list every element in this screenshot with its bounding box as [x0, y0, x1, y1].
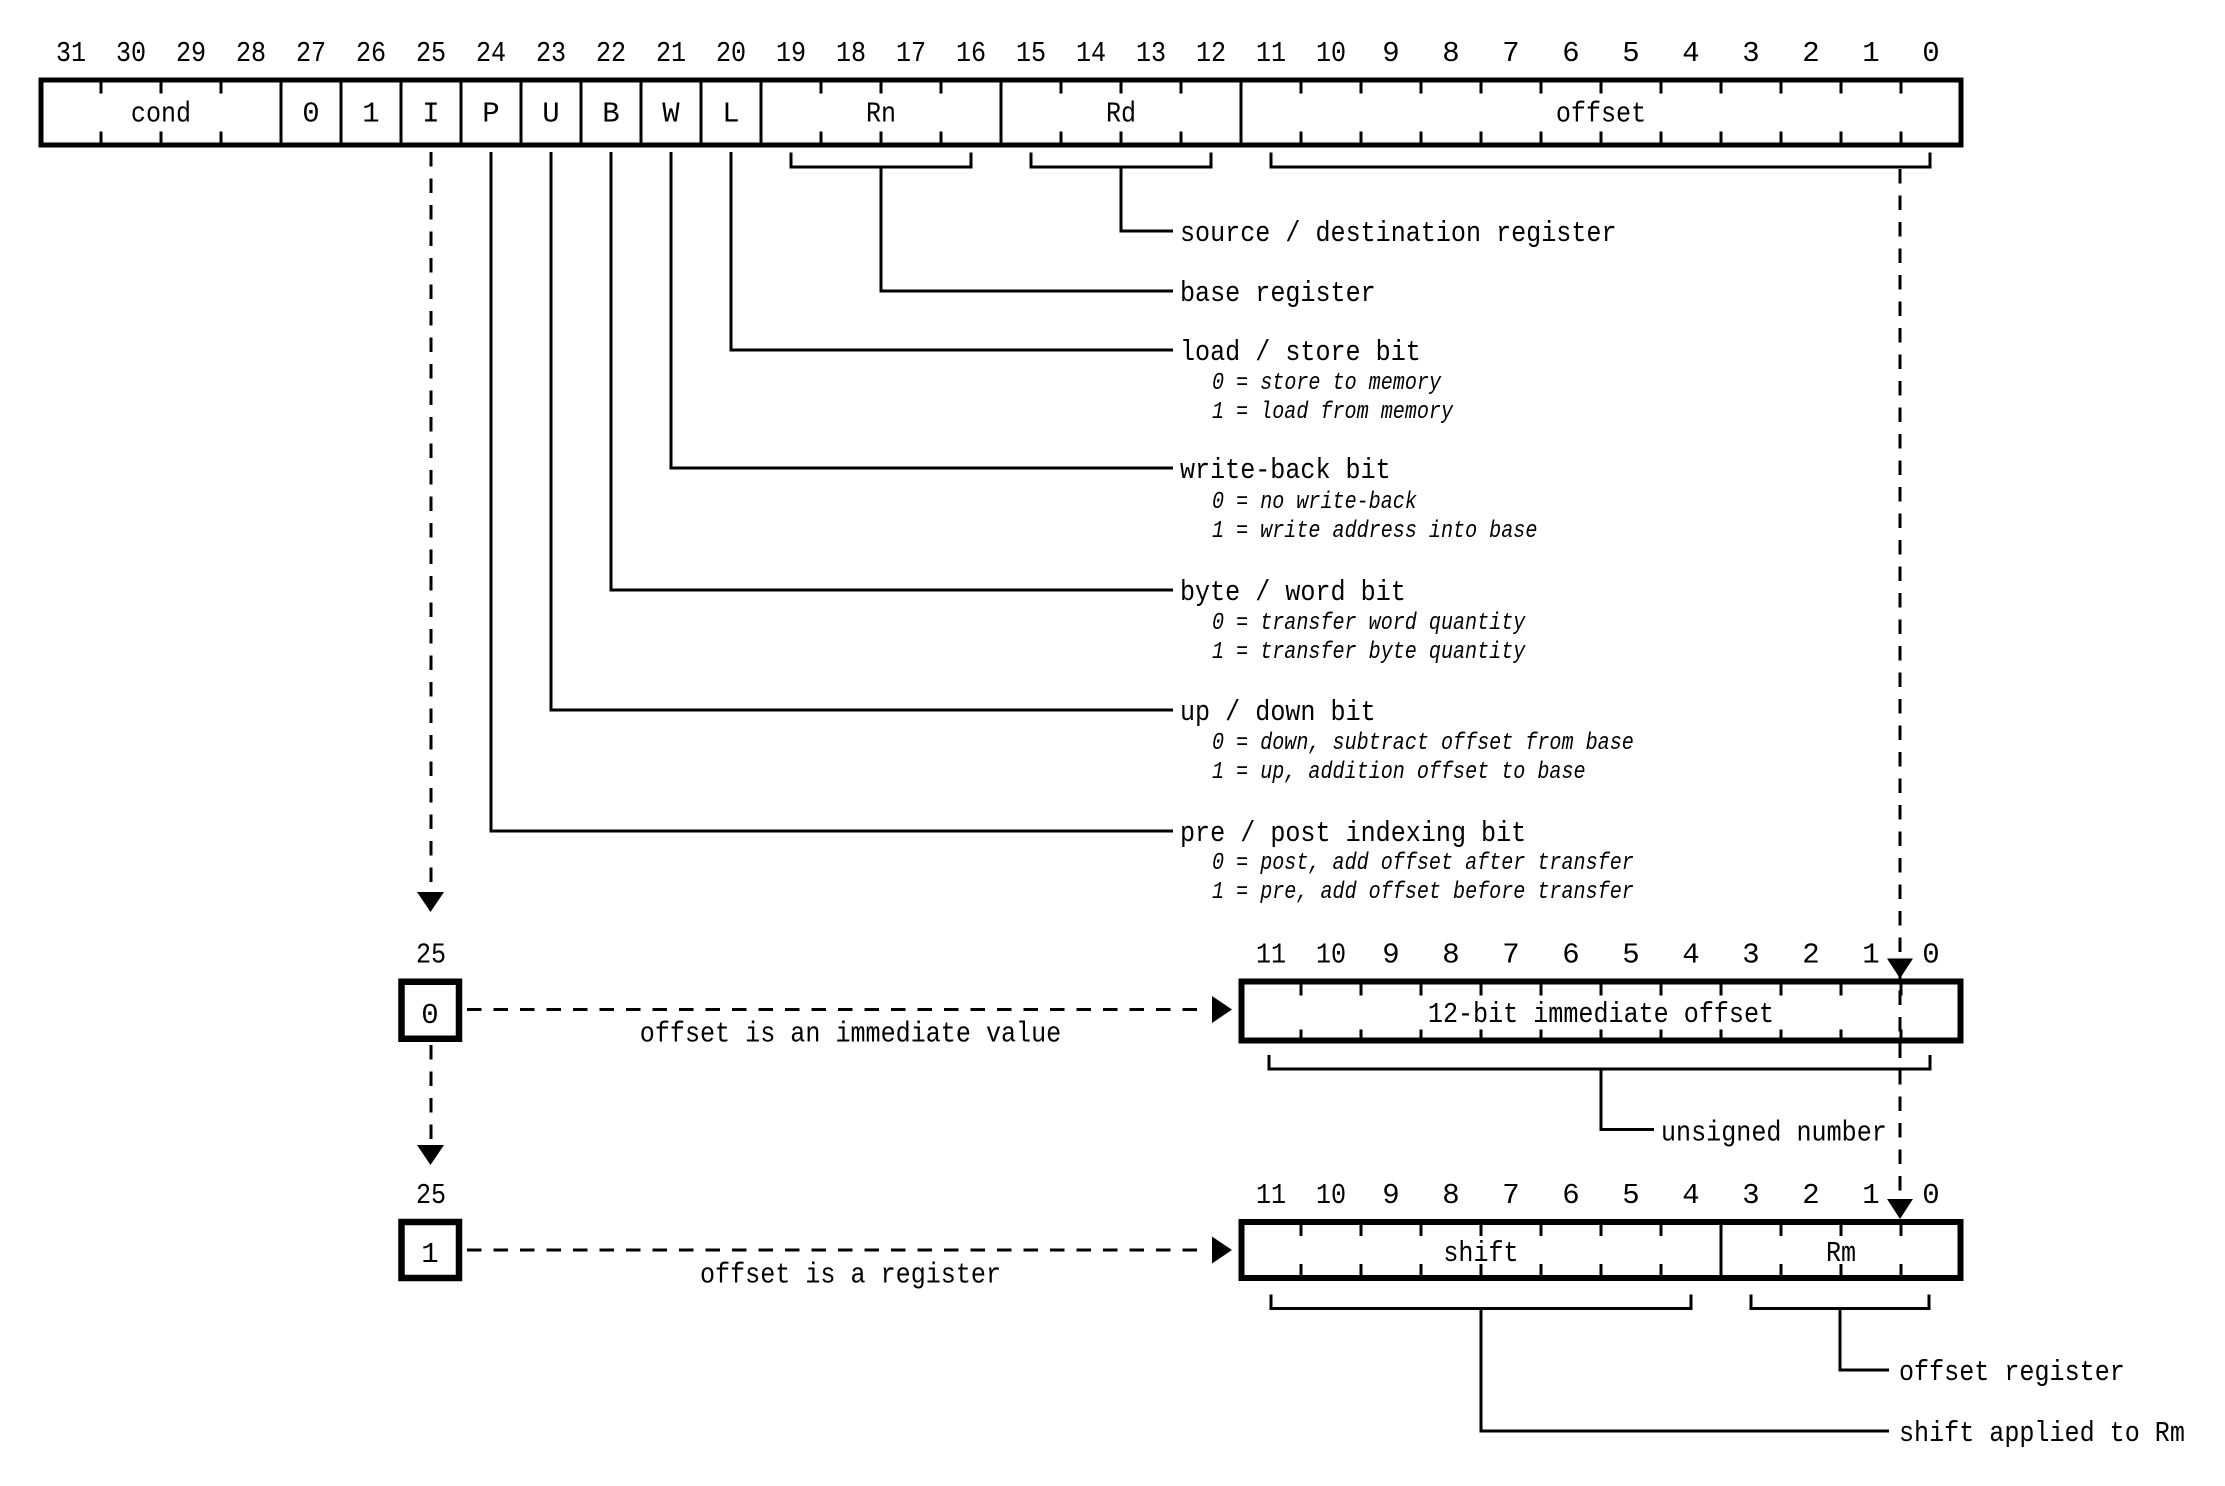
svg-text:0 = store to memory: 0 = store to memory — [1212, 370, 1441, 397]
svg-text:19: 19 — [776, 37, 806, 70]
svg-text:17: 17 — [896, 37, 926, 70]
svg-text:1: 1 — [362, 98, 379, 131]
svg-text:11: 11 — [1256, 939, 1286, 972]
svg-text:1: 1 — [1862, 1179, 1879, 1212]
svg-text:7: 7 — [1502, 939, 1519, 972]
svg-text:offset register: offset register — [1899, 1356, 2125, 1389]
svg-text:shift applied to Rm: shift applied to Rm — [1899, 1417, 2185, 1450]
svg-text:6: 6 — [1562, 1179, 1579, 1212]
svg-text:W: W — [662, 98, 680, 131]
svg-text:offset is an immediate value: offset is an immediate value — [640, 1018, 1061, 1051]
svg-text:1 = write address into base: 1 = write address into base — [1212, 518, 1537, 545]
svg-text:Rm: Rm — [1826, 1237, 1856, 1270]
svg-text:0: 0 — [1922, 37, 1939, 70]
svg-text:Rn: Rn — [866, 98, 896, 131]
svg-text:2: 2 — [1802, 1179, 1819, 1212]
svg-text:3: 3 — [1742, 37, 1759, 70]
svg-text:5: 5 — [1622, 1179, 1639, 1212]
svg-text:13: 13 — [1136, 37, 1166, 70]
svg-text:11: 11 — [1256, 1179, 1286, 1212]
svg-text:1 = transfer byte quantity: 1 = transfer byte quantity — [1212, 639, 1526, 666]
svg-text:11: 11 — [1256, 37, 1286, 70]
svg-text:4: 4 — [1682, 1179, 1699, 1212]
svg-text:up / down bit: up / down bit — [1180, 696, 1376, 729]
svg-text:6: 6 — [1562, 939, 1579, 972]
svg-text:14: 14 — [1076, 37, 1106, 70]
svg-text:10: 10 — [1316, 1179, 1346, 1212]
svg-text:18: 18 — [836, 37, 866, 70]
svg-text:21: 21 — [656, 37, 686, 70]
svg-text:write-back bit: write-back bit — [1180, 454, 1391, 487]
svg-text:22: 22 — [596, 37, 626, 70]
svg-text:23: 23 — [536, 37, 566, 70]
svg-text:offset: offset — [1556, 98, 1646, 131]
svg-text:25: 25 — [416, 1179, 446, 1212]
svg-text:0: 0 — [302, 98, 319, 131]
svg-text:4: 4 — [1682, 37, 1699, 70]
svg-text:26: 26 — [356, 37, 386, 70]
svg-text:1 = up, addition offset to bas: 1 = up, addition offset to base — [1212, 759, 1586, 786]
svg-text:source / destination register: source / destination register — [1180, 217, 1617, 250]
svg-text:shift: shift — [1443, 1237, 1518, 1270]
svg-text:31: 31 — [56, 37, 86, 70]
svg-text:9: 9 — [1382, 37, 1399, 70]
svg-text:B: B — [602, 98, 619, 131]
svg-text:offset is a register: offset is a register — [700, 1259, 1001, 1292]
svg-text:16: 16 — [956, 37, 986, 70]
svg-text:0 = transfer word quantity: 0 = transfer word quantity — [1212, 610, 1526, 637]
svg-text:10: 10 — [1316, 37, 1346, 70]
svg-text:7: 7 — [1502, 1179, 1519, 1212]
svg-text:3: 3 — [1742, 939, 1759, 972]
svg-text:12-bit immediate offset: 12-bit immediate offset — [1428, 998, 1774, 1031]
svg-text:25: 25 — [416, 37, 446, 70]
svg-text:12: 12 — [1196, 37, 1226, 70]
svg-text:Rd: Rd — [1106, 98, 1136, 131]
svg-text:U: U — [542, 98, 559, 131]
svg-text:10: 10 — [1316, 939, 1346, 972]
svg-text:P: P — [482, 98, 499, 131]
svg-text:20: 20 — [716, 37, 746, 70]
svg-text:7: 7 — [1502, 37, 1519, 70]
svg-text:9: 9 — [1382, 1179, 1399, 1212]
svg-text:28: 28 — [236, 37, 266, 70]
svg-text:30: 30 — [116, 37, 146, 70]
svg-text:29: 29 — [176, 37, 206, 70]
svg-text:pre / post indexing bit: pre / post indexing bit — [1180, 817, 1526, 850]
svg-text:unsigned number: unsigned number — [1661, 1117, 1887, 1150]
svg-text:27: 27 — [296, 37, 326, 70]
svg-text:2: 2 — [1802, 37, 1819, 70]
svg-text:6: 6 — [1562, 37, 1579, 70]
svg-text:base register: base register — [1180, 277, 1376, 310]
svg-text:5: 5 — [1622, 939, 1639, 972]
svg-text:1 = pre, add offset before tra: 1 = pre, add offset before transfer — [1212, 879, 1634, 906]
svg-text:8: 8 — [1442, 939, 1459, 972]
svg-text:8: 8 — [1442, 1179, 1459, 1212]
svg-text:4: 4 — [1682, 939, 1699, 972]
svg-text:25: 25 — [416, 939, 446, 972]
svg-text:I: I — [422, 98, 439, 131]
svg-text:3: 3 — [1742, 1179, 1759, 1212]
svg-text:0 = no write-back: 0 = no write-back — [1212, 489, 1417, 516]
svg-text:2: 2 — [1802, 939, 1819, 972]
svg-text:0: 0 — [421, 999, 438, 1032]
svg-text:cond: cond — [131, 98, 191, 131]
svg-text:5: 5 — [1622, 37, 1639, 70]
svg-text:load / store bit: load / store bit — [1180, 336, 1421, 369]
svg-text:8: 8 — [1442, 37, 1459, 70]
svg-text:1: 1 — [1862, 939, 1879, 972]
svg-text:1 = load from memory: 1 = load from memory — [1212, 399, 1454, 426]
svg-text:15: 15 — [1016, 37, 1046, 70]
svg-text:0 = post, add offset after tra: 0 = post, add offset after transfer — [1212, 850, 1634, 877]
svg-text:0 = down, subtract offset from: 0 = down, subtract offset from base — [1212, 730, 1634, 757]
svg-text:1: 1 — [421, 1238, 438, 1271]
svg-text:0: 0 — [1922, 939, 1939, 972]
svg-text:L: L — [722, 98, 739, 131]
svg-text:9: 9 — [1382, 939, 1399, 972]
svg-text:1: 1 — [1862, 37, 1879, 70]
svg-text:0: 0 — [1922, 1179, 1939, 1212]
svg-text:24: 24 — [476, 37, 506, 70]
svg-text:byte / word bit: byte / word bit — [1180, 576, 1406, 609]
